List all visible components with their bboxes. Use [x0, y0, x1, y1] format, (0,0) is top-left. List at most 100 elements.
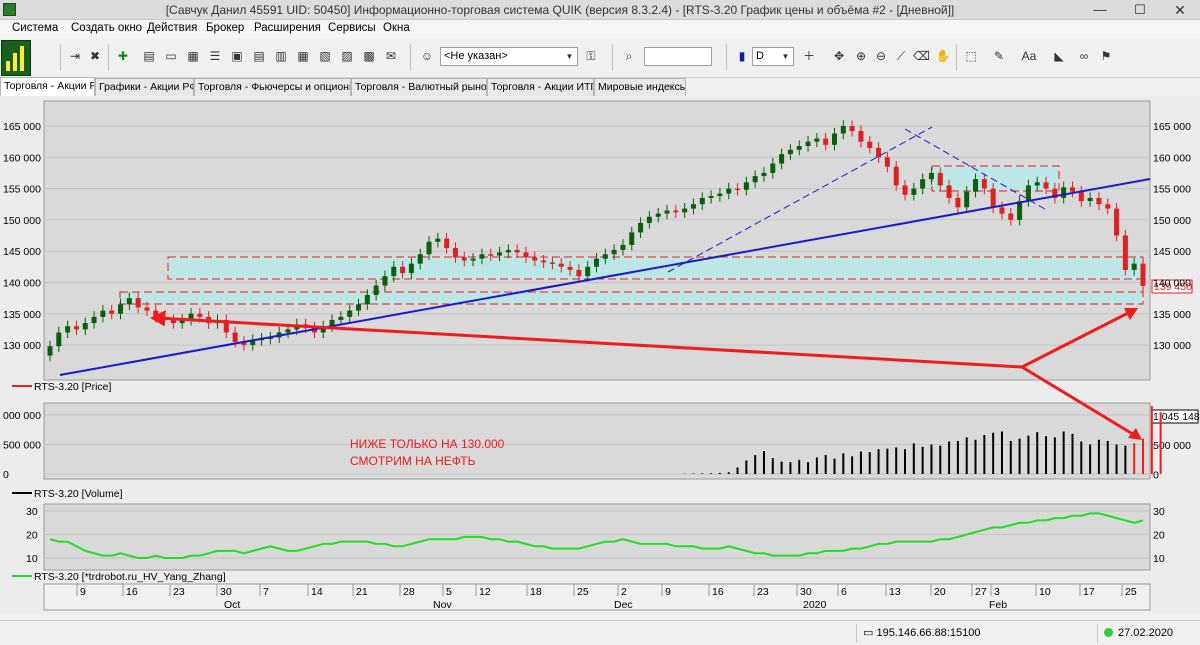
candle-body	[638, 222, 644, 233]
tab-trading-itp[interactable]: Торговля - Акции ИТП	[487, 78, 594, 96]
quotes-icon[interactable]: ▦	[187, 49, 199, 63]
candle-body	[699, 197, 705, 205]
tab-charts-stocks[interactable]: Графики - Акции РФ	[95, 78, 194, 96]
candle-body	[241, 341, 247, 345]
portfolio-icon[interactable]: ▤	[253, 49, 265, 63]
candle-body	[82, 323, 88, 330]
news-icon[interactable]: ▩	[363, 49, 375, 63]
candle-body	[435, 238, 441, 242]
candle-body	[1069, 187, 1075, 192]
workspace-tabs: Торговля - Акции РФ Графики - Акции РФ Т…	[0, 77, 1200, 96]
tab-trading-currency[interactable]: Торговля - Валютный рынок	[351, 78, 487, 96]
text-icon[interactable]: Aa	[1021, 49, 1037, 63]
menu-item-services[interactable]: Сервисы	[328, 22, 376, 34]
day-tick-label: 23	[757, 586, 769, 598]
day-tick-label: 20	[934, 586, 946, 598]
day-tick-label: 30	[800, 586, 812, 598]
volume-tick-label-right: 0	[1153, 470, 1159, 482]
volume-axis-left: 000 000 500 000 0	[3, 410, 41, 481]
price-tick-label: 130 000	[3, 340, 41, 352]
eraser-icon[interactable]: ⌫	[913, 49, 930, 63]
candle-body	[1043, 182, 1049, 189]
volume-axis-right: 500 000 0	[1153, 440, 1191, 482]
connect-icon[interactable]: ⇥	[69, 49, 81, 63]
hv-axis-left: 30 20 10	[26, 506, 38, 565]
price-tick-label-right: 145 000	[1153, 246, 1191, 258]
tab-trading-stocks[interactable]: Торговля - Акции РФ	[0, 77, 95, 96]
price-tick-label: 145 000	[3, 246, 41, 258]
candle-body	[911, 188, 917, 195]
table-icon[interactable]: ▤	[143, 49, 155, 63]
positions-icon[interactable]: ▨	[341, 49, 353, 63]
candle-body	[188, 313, 194, 320]
candle-body	[338, 316, 344, 320]
chart-window-icon[interactable]: ▣	[231, 49, 243, 63]
window-icon[interactable]: ▭	[165, 49, 177, 63]
volume-tick-label: 500 000	[3, 440, 41, 452]
disconnect-icon[interactable]: ✖	[89, 49, 101, 63]
chart-type-icon[interactable]: ▮	[738, 49, 746, 63]
close-button[interactable]: ✕	[1174, 2, 1186, 18]
candle-body	[558, 263, 564, 267]
search-icon[interactable]: ⌕	[625, 49, 633, 63]
menu-item-extensions[interactable]: Расширения	[254, 22, 321, 34]
volume-legend: RTS-3.20 [Volume]	[34, 488, 123, 500]
link-icon[interactable]: ∞	[1079, 49, 1089, 63]
trades-icon[interactable]: ▦	[297, 49, 309, 63]
menu-item-system[interactable]: Система	[12, 22, 59, 34]
menu-bar: Система Создать окно Действия Брокер Рас…	[0, 20, 1200, 38]
candle-body	[655, 213, 661, 217]
ruler-icon[interactable]: ⟋	[896, 49, 906, 63]
annotation-arrows	[150, 308, 1142, 440]
fill-icon[interactable]: ◣	[1054, 49, 1064, 63]
tab-world-indices[interactable]: Мировые индексы	[594, 78, 686, 96]
day-tick-label: 27	[975, 586, 987, 598]
candle-body	[267, 337, 273, 339]
hand-icon[interactable]: ✋	[935, 49, 951, 63]
account-lock-icon[interactable]: ⚿	[586, 49, 596, 63]
candle-body	[920, 179, 926, 189]
flag-icon[interactable]: ⚑	[1100, 49, 1112, 63]
new-order-icon[interactable]: ✚	[117, 49, 129, 63]
last-price-box	[1151, 279, 1193, 294]
day-tick-label: 18	[530, 586, 542, 598]
account-select[interactable]: <Не указан> ▼	[440, 47, 578, 66]
maximize-button[interactable]: ☐	[1134, 2, 1146, 17]
price-tick-label: 140 000	[3, 278, 41, 290]
candle-body	[505, 249, 511, 253]
day-tick-label: 28	[403, 586, 415, 598]
candle-body	[682, 208, 688, 213]
tab-trading-futures[interactable]: Торговля - Фьючерсы и опционы	[194, 78, 351, 96]
pencil-icon[interactable]: ✎	[993, 49, 1005, 63]
candle-body	[100, 310, 106, 317]
list-icon[interactable]: ☰	[209, 49, 221, 63]
price-volume-chart[interactable]: НИЖЕ ТОЛЬКО НА 130.000 СМОТРИМ НА НЕФТЬ …	[0, 96, 1200, 613]
crosshair-icon[interactable]: ＋	[802, 49, 815, 63]
menu-item-actions[interactable]: Действия	[147, 22, 198, 34]
candle-body	[65, 326, 71, 333]
messages-icon[interactable]: ✉	[385, 49, 397, 63]
price-tick-label: 150 000	[3, 215, 41, 227]
price-tick-label-right: 135 000	[1153, 309, 1191, 321]
select-rect-icon[interactable]: ⬚	[965, 49, 977, 63]
price-tick-label-right: 165 000	[1153, 121, 1191, 133]
day-tick-label: 25	[577, 586, 589, 598]
orders-icon[interactable]: ▥	[275, 49, 287, 63]
limits-icon[interactable]: ▧	[319, 49, 331, 63]
zoom-out-icon[interactable]: ⊖	[875, 49, 887, 63]
hv-panel	[43, 503, 1151, 571]
chart-window[interactable]: НИЖЕ ТОЛЬКО НА 130.000 СМОТРИМ НА НЕФТЬ …	[0, 96, 1200, 613]
minimize-button[interactable]: —	[1093, 2, 1107, 17]
menu-item-broker[interactable]: Брокер	[206, 22, 245, 34]
day-tick-label: 2	[621, 586, 627, 598]
zoom-in-icon[interactable]: ⊕	[855, 49, 867, 63]
annotation-line-2: СМОТРИМ НА НЕФТЬ	[350, 454, 476, 468]
move-icon[interactable]: ✥	[833, 49, 845, 63]
search-input[interactable]	[644, 47, 712, 66]
day-tick-label: 13	[889, 586, 901, 598]
month-tick-label: Nov	[433, 599, 452, 611]
hv-line	[49, 512, 1144, 559]
menu-item-windows[interactable]: Окна	[383, 22, 410, 34]
menu-item-create-window[interactable]: Создать окно	[71, 22, 143, 34]
interval-select[interactable]: D ▼	[752, 47, 794, 66]
